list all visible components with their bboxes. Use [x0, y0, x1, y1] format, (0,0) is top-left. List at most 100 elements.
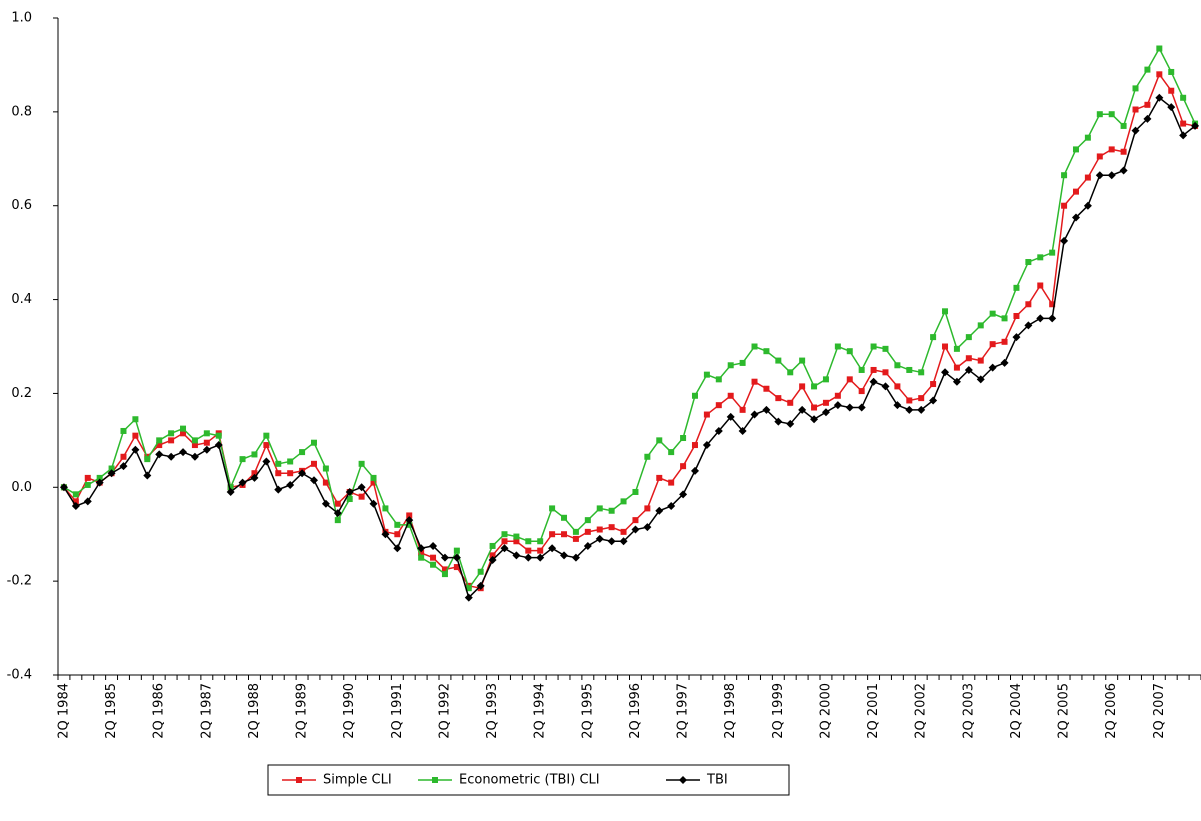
marker: [524, 553, 533, 562]
marker: [251, 470, 258, 477]
marker: [1156, 45, 1163, 52]
x-tick-label: 2Q 2006: [1104, 683, 1119, 739]
marker: [334, 500, 341, 507]
marker: [465, 585, 472, 592]
y-tick-label: 0.6: [11, 198, 32, 213]
x-tick-label: 2Q 2002: [914, 683, 929, 739]
marker: [489, 542, 496, 549]
marker: [513, 538, 520, 545]
marker: [477, 568, 484, 575]
marker: [799, 357, 806, 364]
marker: [739, 406, 746, 413]
marker: [358, 493, 365, 500]
marker: [381, 530, 390, 539]
marker: [1180, 94, 1187, 101]
marker: [845, 403, 854, 412]
marker: [726, 412, 735, 421]
marker: [429, 541, 438, 550]
marker: [1132, 106, 1139, 113]
marker: [989, 341, 996, 348]
marker: [1191, 121, 1200, 130]
marker: [299, 449, 306, 456]
marker: [775, 395, 782, 402]
marker: [631, 525, 640, 534]
marker: [596, 505, 603, 512]
marker: [1024, 321, 1033, 330]
marker: [84, 481, 91, 488]
marker: [1000, 358, 1009, 367]
marker: [691, 392, 698, 399]
marker: [358, 460, 365, 467]
marker: [180, 430, 187, 437]
marker: [965, 355, 972, 362]
marker: [989, 310, 996, 317]
marker: [1072, 146, 1079, 153]
marker: [1107, 171, 1116, 180]
marker: [833, 401, 842, 410]
marker: [1155, 93, 1164, 102]
marker: [167, 452, 176, 461]
legend-label: Simple CLI: [323, 773, 392, 788]
marker: [537, 547, 544, 554]
marker: [965, 334, 972, 341]
marker: [1013, 312, 1020, 319]
marker: [1061, 172, 1068, 179]
marker: [239, 456, 246, 463]
marker: [858, 366, 865, 373]
marker: [739, 359, 746, 366]
marker: [941, 368, 950, 377]
marker: [632, 517, 639, 524]
marker: [440, 553, 449, 562]
marker: [394, 531, 401, 538]
marker: [1036, 314, 1045, 323]
marker: [156, 437, 163, 444]
marker: [988, 363, 997, 372]
marker: [751, 343, 758, 350]
marker: [608, 507, 615, 514]
y-tick-label: 0.2: [11, 386, 32, 401]
x-tick-label: 2Q 1996: [628, 683, 643, 739]
marker: [1180, 120, 1187, 127]
marker: [1012, 333, 1021, 342]
marker: [798, 405, 807, 414]
marker: [644, 453, 651, 460]
marker: [894, 383, 901, 390]
marker: [953, 345, 960, 352]
marker: [120, 427, 127, 434]
marker: [84, 474, 91, 481]
y-tick-label: 0.4: [11, 292, 32, 307]
x-tick-label: 2Q 1995: [580, 683, 595, 739]
marker: [72, 491, 79, 498]
marker: [952, 377, 961, 386]
marker: [203, 439, 210, 446]
x-tick-label: 2Q 2003: [961, 683, 976, 739]
marker: [549, 505, 556, 512]
marker: [655, 506, 664, 515]
marker: [680, 463, 687, 470]
marker: [857, 403, 866, 412]
marker: [918, 369, 925, 376]
y-tick-label: 0.8: [11, 104, 32, 119]
marker: [108, 465, 115, 472]
y-tick-label: 1.0: [11, 11, 32, 26]
marker: [155, 450, 164, 459]
marker: [96, 474, 103, 481]
marker: [680, 435, 687, 442]
marker: [296, 777, 302, 783]
legend-label: Econometric (TBI) CLI: [459, 773, 600, 788]
marker: [441, 566, 448, 573]
marker: [1084, 174, 1091, 181]
marker: [287, 470, 294, 477]
x-tick-label: 2Q 1984: [56, 683, 71, 739]
marker: [119, 462, 128, 471]
legend: Simple CLI Econometric (TBI) CLI TBI: [267, 764, 790, 796]
marker: [287, 458, 294, 465]
marker: [703, 411, 710, 418]
marker: [453, 547, 460, 554]
marker: [917, 405, 926, 414]
marker: [418, 554, 425, 561]
marker: [775, 357, 782, 364]
marker: [263, 442, 270, 449]
x-tick-label: 2Q 1994: [533, 683, 548, 739]
marker: [668, 449, 675, 456]
